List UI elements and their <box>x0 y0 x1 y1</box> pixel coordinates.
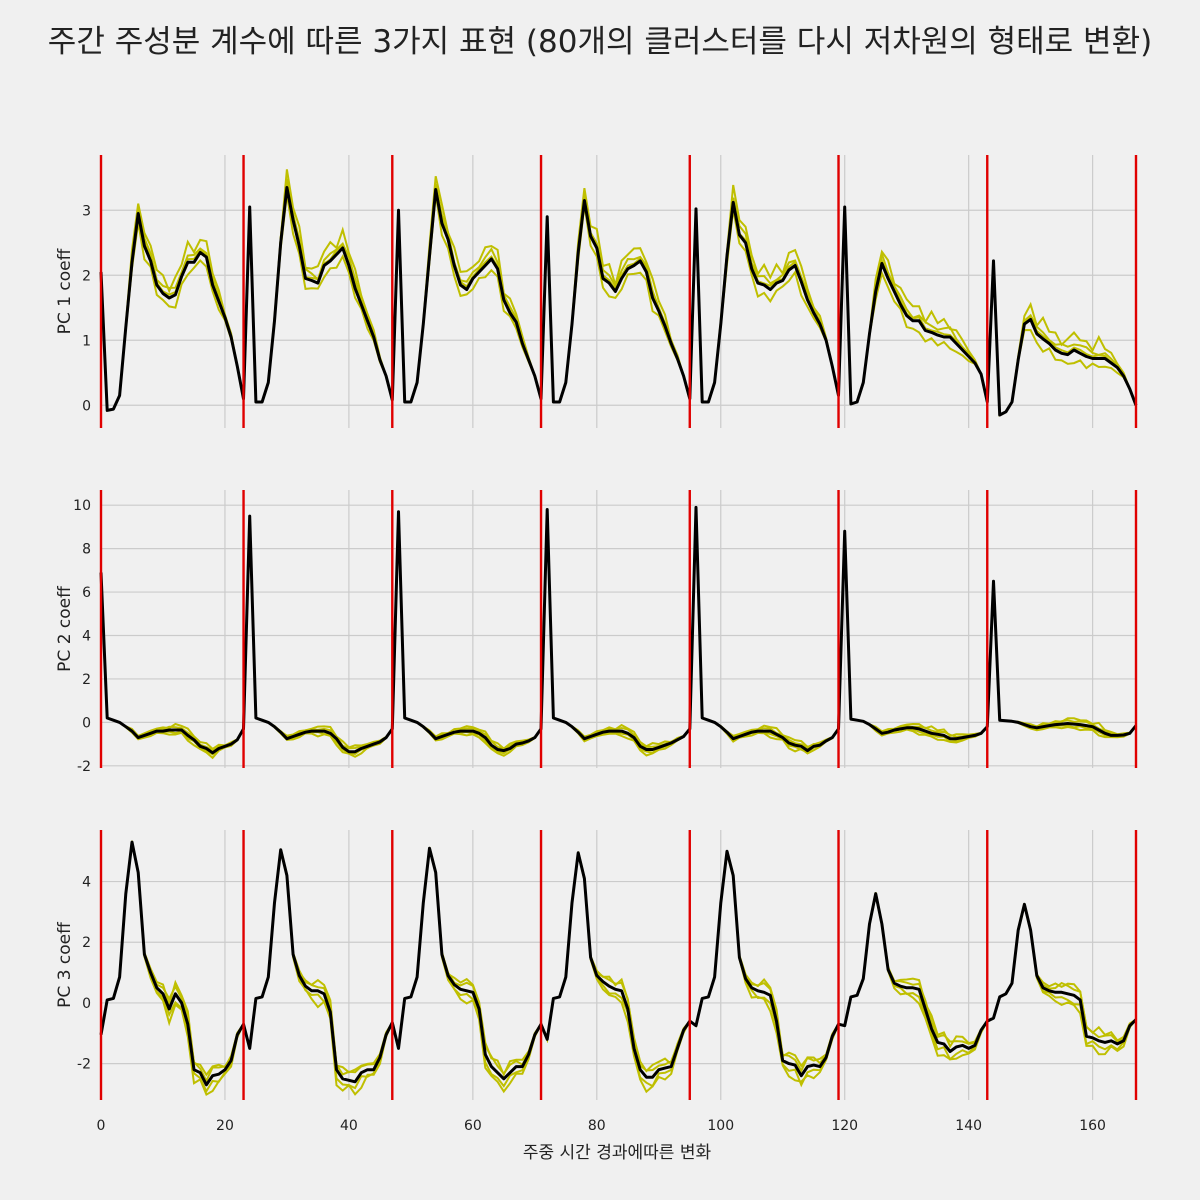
x-tick-label: 0 <box>97 1118 106 1134</box>
y-axis-label: PC 3 coeff <box>55 921 75 1008</box>
mean-line <box>99 840 1138 1087</box>
y-tick-label: 0 <box>82 715 91 731</box>
mean-line <box>99 505 1138 755</box>
panel-3: -2 0 2 4 PC 3 coeff 0 20 40 60 80 100 120 140 160 <box>55 830 1138 1134</box>
x-axis-label: 주중 시간 경과에따른 변화 <box>523 1143 712 1163</box>
x-tick-label: 80 <box>588 1118 606 1134</box>
panel-1: 0 1 2 3 PC 1 coeff <box>55 155 1138 428</box>
y-axis-label: PC 1 coeff <box>55 247 75 334</box>
x-tick-label: 120 <box>831 1118 858 1134</box>
chart-title: 주간 주성분 계수에 따른 3가지 표현 (80개의 클러스터를 다시 저차원의… <box>48 24 1152 60</box>
y-tick-label: -2 <box>77 759 91 775</box>
x-tick-label: 60 <box>464 1118 482 1134</box>
y-tick-label: 4 <box>82 629 91 645</box>
x-tick-label: 20 <box>216 1118 234 1134</box>
y-tick-label: -2 <box>77 1057 91 1073</box>
x-tick-label: 100 <box>707 1118 734 1134</box>
panels-group: 0 1 2 3 PC 1 coeff -2 0 2 4 6 8 10 PC 2 coeff -2 0 2 4 PC… <box>55 155 1138 1134</box>
panel-2: -2 0 2 4 6 8 10 PC 2 coeff <box>55 490 1138 775</box>
mean-line <box>99 186 1138 417</box>
x-tick-label: 140 <box>955 1118 982 1134</box>
y-tick-label: 1 <box>82 333 91 349</box>
y-tick-label: 10 <box>73 498 91 514</box>
y-tick-label: 2 <box>82 268 91 284</box>
y-tick-label: 0 <box>82 996 91 1012</box>
y-tick-label: 8 <box>82 542 91 558</box>
x-tick-label: 40 <box>340 1118 358 1134</box>
y-tick-label: 6 <box>82 585 91 601</box>
y-tick-label: 3 <box>82 203 91 219</box>
y-tick-label: 2 <box>82 672 91 688</box>
y-tick-label: 2 <box>82 935 91 951</box>
y-tick-label: 0 <box>82 398 91 414</box>
y-axis-label: PC 2 coeff <box>55 585 75 672</box>
y-tick-label: 4 <box>82 875 91 891</box>
x-tick-label: 160 <box>1079 1118 1106 1134</box>
